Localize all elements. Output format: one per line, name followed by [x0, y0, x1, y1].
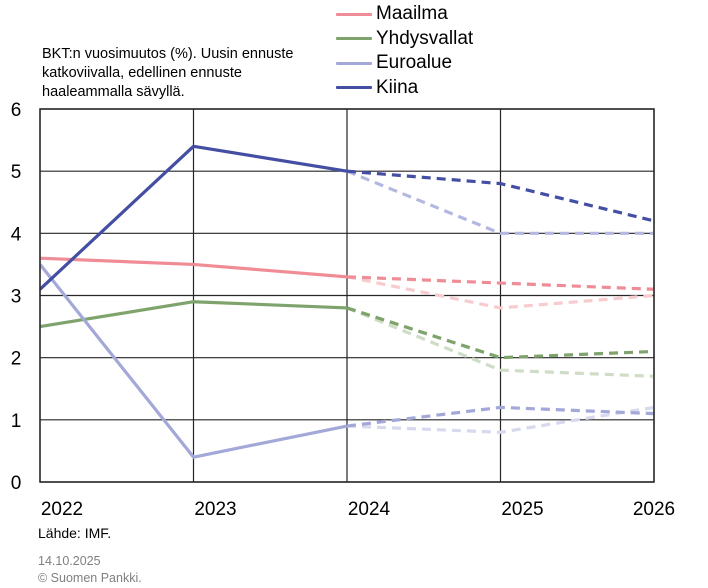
legend-label: Kiina — [376, 76, 419, 98]
legend: Maailma Yhdysvallat Euroalue Kiina — [336, 2, 473, 100]
x-tick-label: 2024 — [348, 499, 391, 520]
publication-date: 14.10.2025 — [38, 554, 101, 568]
series-line-yhdysvallat — [39, 300, 348, 329]
copyright: © Suomen Pankki. — [38, 571, 142, 585]
forecast-line-maailma — [346, 275, 655, 291]
legend-item-yhdysvallat: Yhdysvallat — [336, 27, 473, 52]
x-tick-label: 2023 — [194, 499, 236, 520]
legend-swatch-euroalue — [336, 61, 372, 65]
legend-label: Maailma — [376, 3, 448, 25]
previous-forecast-line-euroalue — [346, 405, 655, 434]
y-tick-label: 1 — [11, 411, 22, 432]
series-line-kiina — [38, 144, 348, 291]
previous-forecast-line-yhdysvallat — [346, 306, 655, 378]
x-tick-label: 2022 — [41, 499, 83, 520]
source-note: Lähde: IMF. — [38, 525, 112, 541]
y-tick-label: 3 — [11, 287, 22, 308]
legend-swatch-kiina — [336, 86, 372, 90]
legend-item-euroalue: Euroalue — [336, 51, 473, 76]
legend-item-maailma: Maailma — [336, 2, 473, 27]
y-tick-label: 4 — [11, 224, 22, 245]
legend-label: Euroalue — [376, 52, 453, 74]
previous-forecast-lines — [346, 169, 655, 434]
y-tick-label: 5 — [11, 162, 22, 183]
previous-forecast-line-maailma — [346, 275, 655, 310]
series-line-maailma — [39, 256, 348, 279]
y-tick-label: 6 — [11, 100, 22, 121]
forecast-line-kiina — [346, 169, 655, 223]
series-line-euroalue — [38, 263, 348, 459]
axes: 0 1 2 3 4 5 6 2022 2023 2024 2025 2026 — [11, 100, 675, 520]
x-tick-label: 2025 — [501, 499, 543, 520]
previous-forecast-line-kiina — [346, 169, 654, 235]
legend-label: Yhdysvallat — [376, 27, 474, 49]
legend-swatch-maailma — [336, 12, 372, 16]
plot-border — [39, 108, 655, 483]
series-lines — [38, 144, 655, 459]
forecast-line-euroalue — [346, 405, 655, 428]
y-tick-label: 2 — [11, 349, 22, 370]
y-tick-label: 0 — [11, 473, 22, 494]
chart-subtitle: BKT:n vuosimuutos (%). Uusin ennuste kat… — [42, 46, 294, 100]
legend-swatch-yhdysvallat — [336, 37, 372, 41]
forecast-line-yhdysvallat — [346, 306, 655, 360]
legend-item-kiina: Kiina — [336, 76, 473, 101]
x-tick-label: 2026 — [633, 499, 675, 520]
